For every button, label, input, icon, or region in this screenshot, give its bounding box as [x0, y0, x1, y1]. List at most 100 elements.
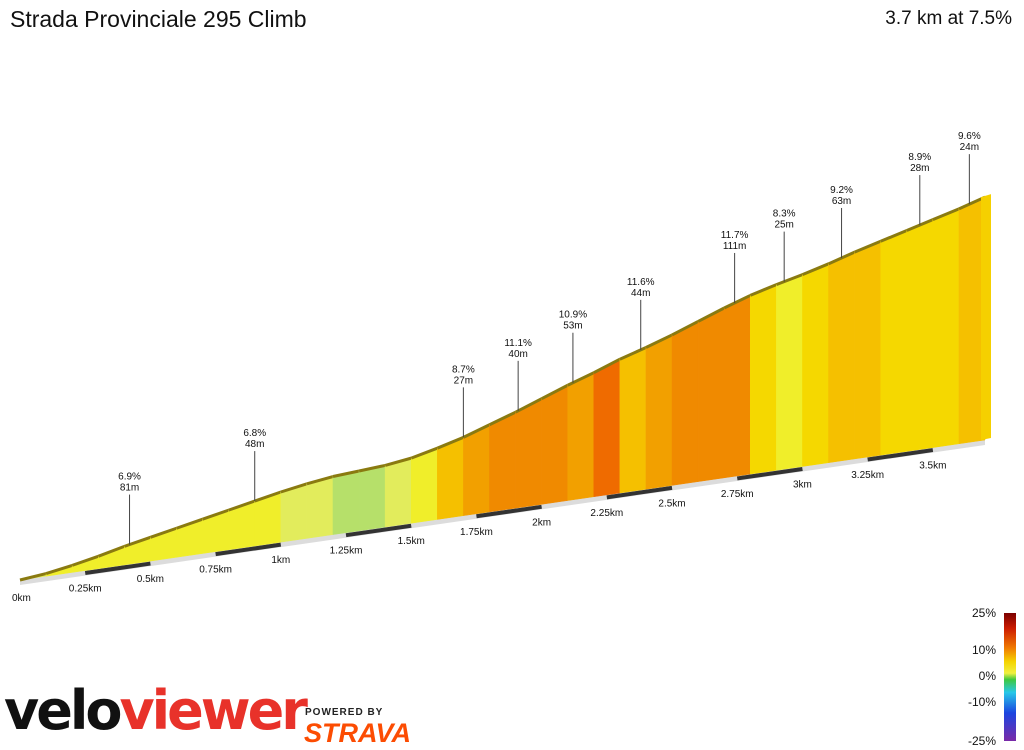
profile-top-edge	[228, 499, 256, 512]
profile-top-edge	[880, 229, 908, 243]
powered-by-label: POWERED BY	[305, 707, 384, 718]
x-tick-label: 2.5km	[658, 498, 685, 509]
climb-summary: 3.7 km at 7.5%	[885, 8, 1012, 29]
axis-segment-dark	[476, 504, 542, 519]
legend-label: 25%	[972, 606, 996, 620]
veloviewer-logo: veloviewer	[4, 679, 308, 742]
profile-slice	[802, 263, 829, 467]
profile-slice	[828, 251, 855, 463]
axis-segment-dark	[736, 467, 803, 481]
profile-top-edge	[645, 333, 673, 349]
profile-slice	[541, 384, 568, 505]
annotation-grade: 8.3%	[773, 209, 796, 220]
annotation-grade: 11.6%	[627, 277, 655, 288]
profile-slice	[489, 411, 516, 513]
profile-top-edge	[723, 294, 751, 310]
profile-slice	[906, 219, 934, 452]
profile-slice	[619, 347, 647, 494]
annotation-length: 27m	[454, 375, 473, 386]
profile-slice	[750, 284, 777, 475]
profile-top-edge	[123, 535, 151, 548]
x-tick-label: 2km	[532, 517, 551, 528]
profile-top-edge	[462, 423, 491, 439]
annotation-grade: 6.9%	[118, 472, 141, 483]
annotation-length: 44m	[631, 288, 650, 299]
profile-slice	[97, 546, 125, 569]
x-tick-label: 0.75km	[199, 565, 232, 576]
annotation-grade: 8.7%	[452, 364, 475, 375]
annotation-grade: 11.1%	[504, 338, 532, 349]
annotation-grade: 10.9%	[559, 310, 587, 321]
profile-top-edge	[175, 517, 204, 530]
annotation-grade: 8.9%	[908, 152, 931, 163]
profile-area	[19, 194, 991, 582]
annotation-length: 81m	[120, 483, 139, 494]
profile-top-edge	[332, 469, 360, 478]
profile-slice	[854, 240, 881, 460]
profile-top-edge	[45, 563, 73, 576]
profile-slice	[723, 295, 751, 479]
strava-logo: STRAVA	[304, 718, 411, 748]
axis-segment-dark	[606, 485, 673, 500]
profile-top-edge	[149, 526, 177, 539]
profile-top-edge	[410, 446, 438, 460]
x-tick-label: 0.5km	[137, 574, 164, 585]
x-tick-label: 2.25km	[590, 508, 623, 519]
profile-top-edge	[514, 397, 543, 414]
grade-annotations: 6.9%81m 6.8%48m 8.7%27m 11.1%40m 10.9%53m 11.…	[118, 131, 981, 545]
profile-top-edge	[932, 207, 960, 222]
annotation-grade: 9.2%	[830, 185, 853, 196]
profile-top-edge	[97, 544, 125, 558]
profile-top-edge	[775, 273, 803, 286]
profile-slice	[671, 321, 699, 486]
distance-tick-labels: 0km 0.25km 0.5km 0.75km 1km 1.25km 1.5km 1.75km…	[12, 461, 946, 604]
x-tick-label: 0.25km	[69, 584, 102, 595]
profile-top-edge	[280, 482, 308, 494]
profile-top-edge	[306, 475, 334, 486]
profile-slice	[697, 307, 725, 482]
profile-slice	[280, 483, 308, 543]
profile-top-edge	[697, 306, 725, 323]
profile-top-edge	[358, 463, 386, 473]
annotation-grade: 11.7%	[721, 230, 749, 241]
page-title: Strada Provinciale 295 Climb	[10, 6, 307, 32]
annotation-grade: 9.6%	[958, 131, 981, 142]
axis-segment-dark	[215, 542, 282, 557]
profile-top-edge	[19, 572, 47, 582]
annotation-length: 25m	[774, 220, 793, 231]
profile-top-edge	[567, 371, 595, 387]
profile-slice	[384, 457, 412, 528]
legend-color-bar	[1004, 613, 1016, 741]
profile-top-edge	[540, 383, 569, 401]
axis-segment-dark	[84, 561, 151, 576]
x-tick-label: 1.75km	[460, 527, 493, 538]
profile-slice	[410, 447, 438, 524]
profile-slice	[463, 424, 490, 516]
profile-slice	[358, 465, 386, 532]
profile-top-edge	[958, 195, 986, 211]
x-tick-label: 3.5km	[919, 461, 946, 472]
annotation-length: 53m	[563, 321, 582, 332]
legend-label: 0%	[979, 669, 997, 683]
profile-slice	[776, 274, 803, 471]
annotation-length: 48m	[245, 439, 264, 450]
annotation-length: 40m	[508, 349, 527, 360]
profile-slice	[437, 436, 464, 520]
profile-slice	[306, 476, 334, 539]
profile-slice	[932, 208, 960, 448]
profile-top-edge	[202, 508, 230, 521]
profile-top-edge	[488, 410, 517, 427]
profile-top-edge	[854, 239, 882, 254]
profile-top-edge	[671, 320, 699, 337]
profile-top-edge	[749, 283, 777, 297]
x-tick-label: 1.5km	[398, 536, 425, 547]
legend-label: -25%	[968, 734, 996, 748]
profile-top-edge	[254, 490, 282, 503]
x-tick-label: 0km	[12, 593, 31, 604]
annotation-grade: 6.8%	[243, 428, 266, 439]
axis-segment-dark	[867, 448, 934, 462]
x-tick-label: 3km	[793, 479, 812, 490]
x-tick-label: 1.25km	[330, 546, 363, 557]
annotation-length: 28m	[910, 163, 929, 174]
